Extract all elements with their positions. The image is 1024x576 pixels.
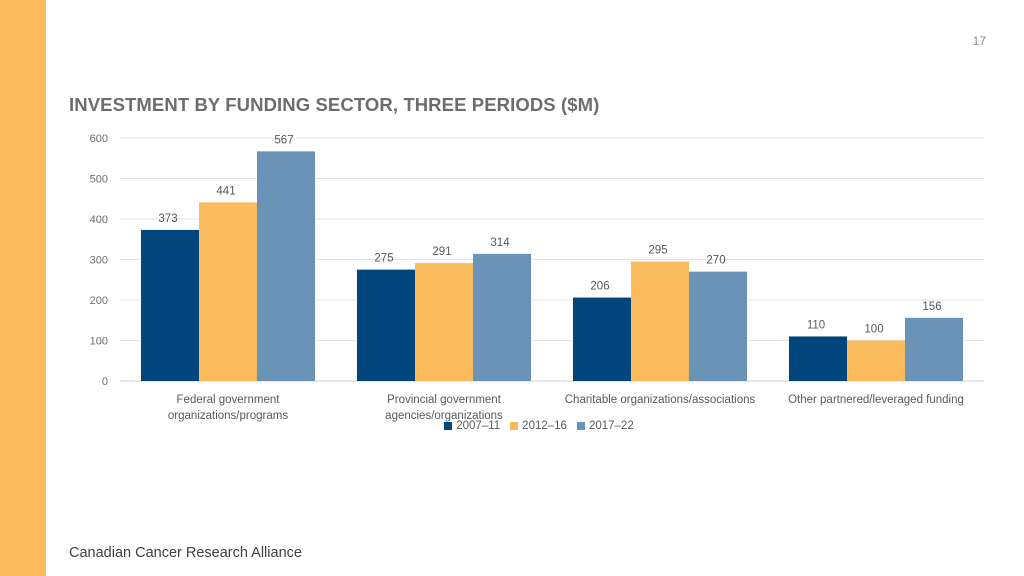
category-label: Provincial government xyxy=(387,394,502,406)
data-label: 441 xyxy=(216,185,235,197)
category-label: Charitable organizations/associations xyxy=(565,394,756,406)
y-tick-label: 100 xyxy=(90,336,108,348)
legend-item: 2017–22 xyxy=(576,420,634,432)
slide-title: INVESTMENT BY FUNDING SECTOR, THREE PERI… xyxy=(69,94,600,115)
y-tick-label: 400 xyxy=(90,214,108,226)
data-label: 567 xyxy=(274,134,293,146)
bar xyxy=(357,269,415,381)
legend-swatch xyxy=(444,422,453,430)
left-accent-bar xyxy=(0,0,46,576)
legend-label: 2017–22 xyxy=(588,420,634,432)
data-label: 373 xyxy=(158,213,177,225)
bar xyxy=(847,340,905,381)
data-label: 100 xyxy=(864,324,883,336)
y-tick-label: 500 xyxy=(90,174,108,186)
data-label: 275 xyxy=(374,253,393,265)
legend-swatch xyxy=(576,422,585,430)
y-tick-label: 200 xyxy=(90,295,108,307)
category-label: Other partnered/leveraged funding xyxy=(788,394,964,406)
category-label: organizations/programs xyxy=(168,410,288,422)
data-label: 314 xyxy=(490,237,510,249)
data-label: 110 xyxy=(807,319,825,331)
legend-swatch xyxy=(510,422,519,430)
bar xyxy=(415,263,473,381)
bar xyxy=(789,336,847,381)
bar xyxy=(905,317,963,381)
bar xyxy=(199,202,257,381)
bar xyxy=(689,271,747,381)
legend-label: 2012–16 xyxy=(522,420,567,432)
data-label: 206 xyxy=(590,281,609,293)
data-label: 156 xyxy=(922,301,941,313)
legend-item: 2012–16 xyxy=(510,420,567,432)
y-tick-label: 300 xyxy=(90,255,108,267)
chart-legend: 2007–11 2012–16 2017–22 xyxy=(0,420,1024,432)
legend-label: 2007–11 xyxy=(456,420,501,432)
data-label: 291 xyxy=(432,246,451,258)
page-number: 17 xyxy=(972,34,986,48)
bar xyxy=(631,261,689,381)
bar xyxy=(573,297,631,381)
category-label: Federal government xyxy=(177,394,281,406)
bar xyxy=(141,229,199,381)
data-label: 270 xyxy=(706,255,725,267)
data-label: 295 xyxy=(648,245,667,257)
bar xyxy=(473,253,531,381)
category-label: agencies/organizations xyxy=(385,410,503,422)
y-tick-label: 600 xyxy=(90,133,108,145)
bar-chart: 0 100 200 300 400 500 600 373 441 567 Federal gove… xyxy=(90,133,984,422)
footer-organization: Canadian Cancer Research Alliance xyxy=(69,545,302,561)
bar xyxy=(257,151,315,381)
y-tick-label: 0 xyxy=(102,376,108,388)
legend-item: 2007–11 xyxy=(444,420,500,432)
